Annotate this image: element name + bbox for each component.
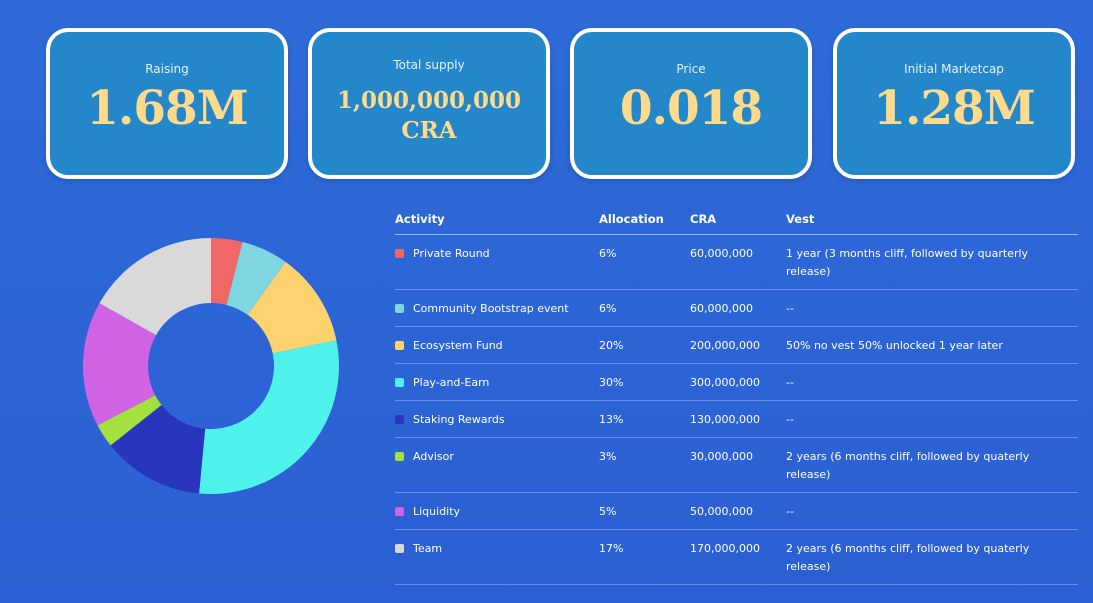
legend-swatch (395, 415, 404, 424)
row-cra: 170,000,000 (690, 542, 760, 555)
legend-swatch (395, 341, 404, 350)
row-cra: 130,000,000 (690, 413, 760, 426)
row-cra: 30,000,000 (690, 450, 753, 463)
table-row: Private Round 6% 60,000,000 1 year (3 mo… (395, 235, 1078, 290)
row-allocation: 20% (599, 339, 624, 352)
table-row: Staking Rewards 13% 130,000,000 -- (395, 401, 1078, 438)
donut-slice-play-and-earn[interactable] (199, 340, 339, 494)
legend-swatch (395, 507, 404, 516)
row-vest: 50% no vest 50% unlocked 1 year later (786, 339, 1003, 352)
row-vest: 2 years (6 months cliff, followed by qua… (786, 450, 1030, 481)
raising-value: 1.68M (86, 81, 249, 136)
table-row: Ecosystem Fund 20% 200,000,000 50% no ve… (395, 327, 1078, 364)
legend-swatch (395, 544, 404, 553)
marketcap-card: Initial Marketcap 1.28M (833, 28, 1075, 179)
row-vest: -- (786, 376, 794, 389)
raising-label: Raising (145, 62, 189, 76)
row-activity: Team (413, 542, 443, 555)
donut-slice-private-round[interactable] (211, 238, 243, 305)
price-label: Price (676, 62, 706, 76)
legend-swatch (395, 249, 404, 258)
allocation-table: Activity Allocation CRA Vest Private Rou… (395, 204, 1078, 585)
row-allocation: 5% (599, 505, 617, 518)
row-activity: Ecosystem Fund (413, 339, 503, 352)
total-supply-card: Total supply 1,000,000,000 CRA (308, 28, 550, 179)
row-vest: -- (786, 302, 794, 315)
price-value: 0.018 (619, 81, 763, 136)
legend-swatch (395, 452, 404, 461)
row-vest: 2 years (6 months cliff, followed by qua… (786, 542, 1030, 573)
marketcap-label: Initial Marketcap (904, 62, 1004, 76)
row-cra: 50,000,000 (690, 505, 753, 518)
header-vest: Vest (786, 212, 815, 226)
legend-swatch (395, 304, 404, 313)
raising-card: Raising 1.68M (46, 28, 288, 179)
donut-slice-advisor[interactable] (97, 395, 162, 446)
row-allocation: 6% (599, 247, 617, 260)
row-activity: Community Bootstrap event (413, 302, 569, 315)
row-allocation: 30% (599, 376, 624, 389)
row-vest: 1 year (3 months cliff, followed by quar… (786, 247, 1029, 278)
row-cra: 60,000,000 (690, 302, 753, 315)
header-cra: CRA (690, 212, 717, 226)
row-activity: Play-and-Earn (413, 376, 490, 389)
total-supply-value: 1,000,000,000 CRA (312, 86, 546, 146)
price-card: Price 0.018 (570, 28, 812, 179)
table-row: Community Bootstrap event 6% 60,000,000 … (395, 290, 1078, 327)
row-activity: Advisor (413, 450, 454, 463)
row-activity: Liquidity (413, 505, 461, 518)
table-row: Team 17% 170,000,000 2 years (6 months c… (395, 530, 1078, 585)
row-activity: Staking Rewards (413, 413, 505, 426)
marketcap-value: 1.28M (873, 81, 1036, 136)
table-row: Liquidity 5% 50,000,000 -- (395, 493, 1078, 530)
row-allocation: 3% (599, 450, 617, 463)
row-cra: 60,000,000 (690, 247, 753, 260)
donut-slice-staking-rewards[interactable] (110, 405, 206, 494)
total-supply-unit: CRA (401, 117, 457, 144)
allocation-donut-chart (83, 238, 339, 494)
table-row: Play-and-Earn 30% 300,000,000 -- (395, 364, 1078, 401)
row-cra: 300,000,000 (690, 376, 760, 389)
row-allocation: 13% (599, 413, 624, 426)
row-vest: -- (786, 505, 794, 518)
row-allocation: 6% (599, 302, 617, 315)
header-activity: Activity (395, 212, 445, 226)
row-vest: -- (786, 413, 794, 426)
row-cra: 200,000,000 (690, 339, 760, 352)
total-supply-label: Total supply (393, 58, 465, 72)
donut-slice-team[interactable] (99, 238, 211, 336)
header-allocation: Allocation (599, 212, 664, 226)
row-activity: Private Round (413, 247, 490, 260)
legend-swatch (395, 378, 404, 387)
donut-slice-liquidity[interactable] (83, 303, 157, 426)
total-supply-amount: 1,000,000,000 (336, 87, 522, 114)
row-allocation: 17% (599, 542, 624, 555)
donut-slice-community-bootstrap-event[interactable] (226, 241, 286, 315)
table-row: Advisor 3% 30,000,000 2 years (6 months … (395, 438, 1078, 493)
donut-slice-ecosystem-fund[interactable] (247, 261, 337, 354)
table-header: Activity Allocation CRA Vest (395, 204, 1078, 235)
